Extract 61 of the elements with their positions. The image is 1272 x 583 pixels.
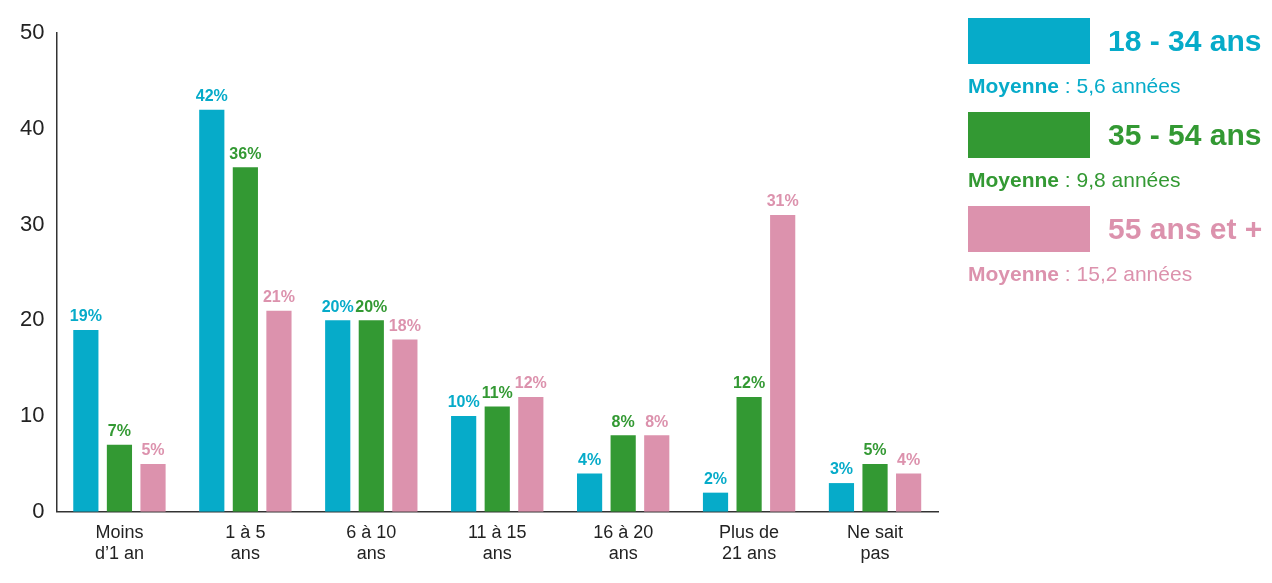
data-label: 10% (447, 393, 480, 411)
bar (358, 320, 384, 512)
legend-label: 18 - 34 ans (1108, 24, 1262, 58)
data-label: 3% (829, 460, 854, 478)
y-tick-label: 10 (19, 402, 45, 428)
data-label: 5% (141, 441, 165, 459)
bar (518, 396, 544, 512)
bar (232, 167, 258, 512)
data-label: 21% (262, 288, 295, 306)
data-label: 4% (578, 450, 602, 468)
x-tick-label: 16 à 20 ans (593, 521, 654, 564)
bar (325, 320, 351, 512)
bar (770, 215, 796, 512)
data-label: 8% (645, 412, 669, 430)
data-label: 31% (766, 192, 799, 210)
bar (896, 473, 922, 512)
y-tick-label: 30 (19, 210, 45, 236)
data-label: 5% (863, 441, 887, 459)
data-label: 11% (481, 383, 513, 401)
data-label: 8% (611, 412, 635, 430)
data-label: 12% (733, 374, 766, 392)
bar (576, 473, 603, 512)
data-label: 42% (195, 87, 228, 105)
bar (828, 483, 855, 512)
data-label: 4% (897, 450, 921, 468)
y-tick-label: 20 (19, 306, 45, 332)
y-tick-label: 50 (19, 19, 45, 45)
bar (484, 406, 510, 512)
text: Moyenne : 5,6 années (968, 74, 1182, 98)
bar (140, 463, 166, 512)
bar (644, 435, 670, 512)
bar (73, 329, 99, 512)
x-tick-label: 11 à 15 ans (467, 521, 527, 564)
text: Moyenne : 15,2 années (968, 262, 1194, 286)
x-tick-label: Moins d’1 an (94, 521, 144, 564)
legend-label: 55 ans et + (1108, 212, 1263, 246)
bar (736, 396, 762, 512)
bar (862, 463, 888, 512)
bar (392, 339, 418, 512)
x-tick-label: 1 à 5 ans (225, 521, 266, 564)
bar (106, 444, 133, 512)
legend-label: 35 - 54 ans (1108, 118, 1262, 152)
data-label: 20% (321, 297, 354, 315)
bar (610, 435, 636, 512)
bar (451, 416, 477, 512)
y-tick-label: 40 (19, 114, 45, 140)
data-label: 7% (107, 422, 131, 440)
y-tick-label: 0 (32, 497, 45, 523)
text: Moyenne : 9,8 années (968, 168, 1182, 192)
bar (199, 109, 225, 512)
x-tick-label: Plus de 21 ans (719, 521, 780, 564)
x-tick-label: Ne sait pas (847, 521, 904, 564)
data-label: 19% (69, 307, 102, 325)
bar (702, 492, 729, 512)
data-label: 2% (703, 470, 728, 488)
data-label: 12% (514, 374, 547, 392)
x-tick-label: 6 à 10 ans (346, 521, 397, 564)
data-label: 18% (388, 316, 421, 334)
data-label: 36% (229, 144, 262, 162)
data-label: 20% (355, 297, 388, 315)
bar (266, 310, 292, 512)
